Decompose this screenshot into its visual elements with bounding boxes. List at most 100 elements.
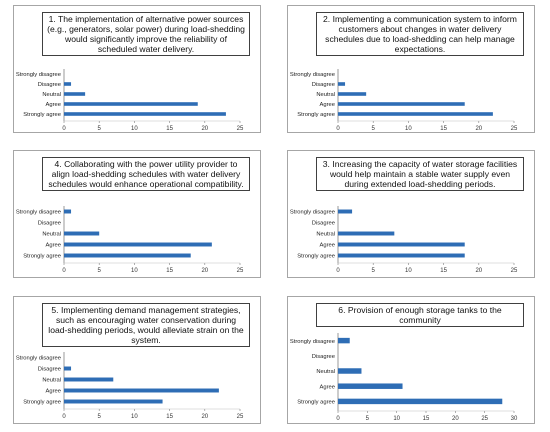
x-tick-label: 25 bbox=[237, 414, 244, 420]
category-label: Agree bbox=[46, 389, 61, 395]
category-label: Disagree bbox=[38, 82, 61, 88]
category-label: Strongly disagree bbox=[290, 72, 335, 78]
bar bbox=[64, 399, 163, 404]
category-label: Strongly agree bbox=[23, 400, 61, 406]
category-label: Strongly disagree bbox=[290, 210, 335, 216]
x-tick-label: 20 bbox=[475, 268, 482, 274]
category-label: Disagree bbox=[312, 82, 335, 88]
bar bbox=[64, 112, 226, 116]
x-tick-label: 5 bbox=[98, 414, 102, 420]
category-label: Strongly agree bbox=[23, 112, 61, 118]
bar bbox=[338, 242, 465, 247]
bar bbox=[338, 82, 346, 86]
bar bbox=[64, 366, 72, 371]
x-tick-label: 15 bbox=[166, 268, 173, 274]
x-tick-label: 5 bbox=[372, 268, 376, 274]
category-label: Neutral bbox=[42, 92, 61, 98]
bar bbox=[338, 92, 367, 96]
category-label: Neutral bbox=[316, 369, 335, 375]
bar bbox=[64, 253, 191, 258]
chart-panel-2: 2. Implementing a communication system t… bbox=[287, 5, 535, 133]
category-label: Strongly disagree bbox=[16, 356, 61, 362]
x-tick-label: 30 bbox=[511, 416, 518, 422]
bar bbox=[64, 388, 219, 393]
x-tick-label: 5 bbox=[98, 126, 102, 132]
bar bbox=[338, 398, 503, 405]
x-tick-label: 0 bbox=[336, 268, 340, 274]
x-tick-label: 25 bbox=[481, 416, 488, 422]
chart-plot: Strongly disagree Disagree Neutral Agree Str… bbox=[290, 333, 518, 422]
bar bbox=[338, 383, 403, 389]
category-label: Neutral bbox=[316, 92, 335, 98]
category-label: Agree bbox=[320, 384, 335, 390]
chart-plot: Strongly disagree Disagree Neutral Agree Str… bbox=[290, 206, 518, 274]
bar bbox=[338, 112, 493, 116]
bar bbox=[338, 102, 465, 106]
x-tick-label: 5 bbox=[366, 416, 370, 422]
x-tick-label: 10 bbox=[405, 126, 412, 132]
category-label: Agree bbox=[46, 102, 61, 108]
x-tick-label: 15 bbox=[423, 416, 430, 422]
category-label: Strongly agree bbox=[297, 254, 335, 260]
x-tick-label: 20 bbox=[201, 414, 208, 420]
category-label: Neutral bbox=[42, 232, 61, 238]
category-label: Strongly agree bbox=[297, 400, 335, 406]
x-tick-label: 25 bbox=[511, 126, 518, 132]
x-tick-label: 15 bbox=[440, 268, 447, 274]
x-tick-label: 0 bbox=[62, 126, 66, 132]
chart-title: 1. The implementation of alternative pow… bbox=[42, 12, 250, 56]
chart-plot: Strongly disagree Disagree Neutral Agree Str… bbox=[290, 69, 518, 132]
category-label: Disagree bbox=[312, 221, 335, 227]
bar bbox=[338, 231, 395, 236]
category-label: Agree bbox=[320, 102, 335, 108]
x-tick-label: 25 bbox=[237, 126, 244, 132]
bar bbox=[338, 209, 353, 214]
chart-title: 2. Implementing a communication system t… bbox=[316, 12, 524, 56]
bar bbox=[64, 82, 72, 86]
x-tick-label: 20 bbox=[201, 268, 208, 274]
bar bbox=[64, 92, 86, 96]
x-tick-label: 10 bbox=[131, 414, 138, 420]
bar bbox=[338, 337, 350, 344]
chart-plot: Strongly disagree Disagree Neutral Agree Str… bbox=[16, 69, 244, 132]
bar bbox=[338, 368, 362, 374]
chart-panel-3: 3. Increasing the capacity of water stor… bbox=[287, 150, 535, 278]
x-tick-label: 25 bbox=[511, 268, 518, 274]
chart-title: 6. Provision of enough storage tanks to … bbox=[316, 303, 524, 327]
chart-title: 3. Increasing the capacity of water stor… bbox=[316, 157, 524, 191]
category-label: Strongly disagree bbox=[290, 339, 335, 345]
x-tick-label: 10 bbox=[393, 416, 400, 422]
x-tick-label: 0 bbox=[62, 268, 66, 274]
x-tick-label: 20 bbox=[201, 126, 208, 132]
category-label: Neutral bbox=[316, 232, 335, 238]
x-tick-label: 0 bbox=[62, 414, 66, 420]
category-label: Strongly disagree bbox=[16, 210, 61, 216]
x-tick-label: 15 bbox=[166, 126, 173, 132]
x-tick-label: 0 bbox=[336, 416, 340, 422]
x-tick-label: 10 bbox=[131, 126, 138, 132]
category-label: Strongly disagree bbox=[16, 72, 61, 78]
category-label: Disagree bbox=[38, 367, 61, 373]
bar bbox=[64, 242, 212, 247]
x-tick-label: 25 bbox=[237, 268, 244, 274]
x-tick-label: 20 bbox=[475, 126, 482, 132]
bar bbox=[64, 209, 72, 214]
category-label: Agree bbox=[46, 243, 61, 249]
bar bbox=[64, 377, 114, 382]
x-tick-label: 15 bbox=[440, 126, 447, 132]
chart-plot: Strongly disagree Disagree Neutral Agree Str… bbox=[16, 206, 244, 274]
chart-panel-5: 5. Implementing demand management strate… bbox=[13, 296, 261, 424]
chart-panel-6: 6. Provision of enough storage tanks to … bbox=[287, 296, 535, 424]
x-tick-label: 5 bbox=[372, 126, 376, 132]
chart-title: 4. Collaborating with the power utility … bbox=[42, 157, 250, 191]
bar bbox=[338, 253, 465, 258]
chart-plot: Strongly disagree Disagree Neutral Agree Str… bbox=[16, 352, 244, 420]
x-tick-label: 10 bbox=[405, 268, 412, 274]
bar bbox=[64, 231, 100, 236]
x-tick-label: 10 bbox=[131, 268, 138, 274]
x-tick-label: 20 bbox=[452, 416, 459, 422]
category-label: Agree bbox=[320, 243, 335, 249]
category-label: Strongly agree bbox=[23, 254, 61, 260]
chart-panel-4: 4. Collaborating with the power utility … bbox=[13, 150, 261, 278]
x-tick-label: 15 bbox=[166, 414, 173, 420]
